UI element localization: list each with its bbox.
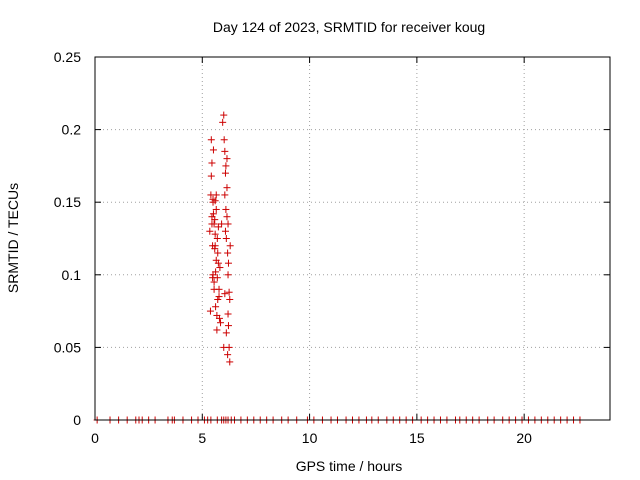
data-point xyxy=(220,343,228,351)
data-point xyxy=(219,118,227,126)
data-point xyxy=(206,227,214,235)
data-point xyxy=(226,295,234,303)
y-tick-label: 0.15 xyxy=(54,194,81,210)
data-points xyxy=(93,111,584,424)
data-point xyxy=(210,278,218,286)
data-point xyxy=(210,285,218,293)
data-point xyxy=(214,259,222,267)
data-point xyxy=(220,136,228,144)
data-point xyxy=(224,259,232,267)
x-tick-labels: 0 5 10 15 20 xyxy=(91,430,532,446)
data-point xyxy=(224,351,232,359)
data-point xyxy=(212,191,220,199)
data-point xyxy=(222,329,230,337)
axis-ticks xyxy=(94,56,610,421)
data-point xyxy=(221,227,229,235)
data-point xyxy=(209,210,217,218)
data-point xyxy=(214,249,222,257)
data-point xyxy=(222,235,230,242)
data-point xyxy=(224,249,232,257)
data-point xyxy=(223,184,231,192)
y-tick-label: 0.2 xyxy=(62,122,82,138)
data-point xyxy=(221,191,229,199)
data-point xyxy=(209,146,217,154)
data-point xyxy=(212,205,220,213)
y-tick-labels: 0 0.05 0.1 0.15 0.2 0.25 xyxy=(54,49,81,428)
x-tick-label: 5 xyxy=(198,430,206,446)
data-point xyxy=(221,147,229,155)
data-point xyxy=(214,295,222,303)
data-point xyxy=(215,293,223,301)
data-point xyxy=(217,319,225,327)
plot-frame xyxy=(94,56,611,421)
x-tick-label: 0 xyxy=(91,430,99,446)
data-point xyxy=(206,307,214,315)
y-axis-label: SRMTID / TECUs xyxy=(5,183,21,293)
x-tick-label: 10 xyxy=(302,430,318,446)
data-point xyxy=(212,268,220,276)
data-point xyxy=(224,322,232,330)
data-point xyxy=(224,310,232,318)
data-point xyxy=(207,136,215,144)
data-point xyxy=(209,198,217,206)
data-point xyxy=(220,111,228,119)
data-point xyxy=(208,220,216,228)
data-point xyxy=(209,274,217,282)
data-point xyxy=(211,242,219,250)
data-point xyxy=(226,242,234,250)
data-point xyxy=(212,303,220,311)
x-axis-label: GPS time / hours xyxy=(296,458,403,474)
data-point xyxy=(221,169,229,177)
y-tick-label: 0.1 xyxy=(62,267,82,283)
data-point xyxy=(214,223,222,231)
data-point xyxy=(224,271,232,279)
data-point xyxy=(225,288,233,296)
data-point xyxy=(213,235,221,242)
data-point xyxy=(218,220,226,228)
y-tick-label: 0.05 xyxy=(54,339,81,355)
x-tick-label: 15 xyxy=(409,430,425,446)
data-point xyxy=(207,172,215,180)
data-point xyxy=(226,358,234,366)
data-point xyxy=(213,326,221,334)
data-point xyxy=(224,220,232,228)
data-point xyxy=(223,155,231,163)
data-point xyxy=(223,213,231,221)
data-point xyxy=(211,216,219,224)
data-point xyxy=(211,230,219,238)
data-point xyxy=(213,311,221,319)
y-tick-label: 0 xyxy=(73,412,81,428)
data-point xyxy=(222,162,230,170)
data-point xyxy=(222,205,230,213)
y-tick-label: 0.25 xyxy=(54,49,81,65)
grid-lines xyxy=(95,57,610,420)
chart-title: Day 124 of 2023, SRMTID for receiver kou… xyxy=(213,19,485,35)
data-point xyxy=(216,264,224,272)
data-point xyxy=(208,159,216,167)
data-point xyxy=(221,290,229,298)
x-tick-label: 20 xyxy=(516,430,532,446)
